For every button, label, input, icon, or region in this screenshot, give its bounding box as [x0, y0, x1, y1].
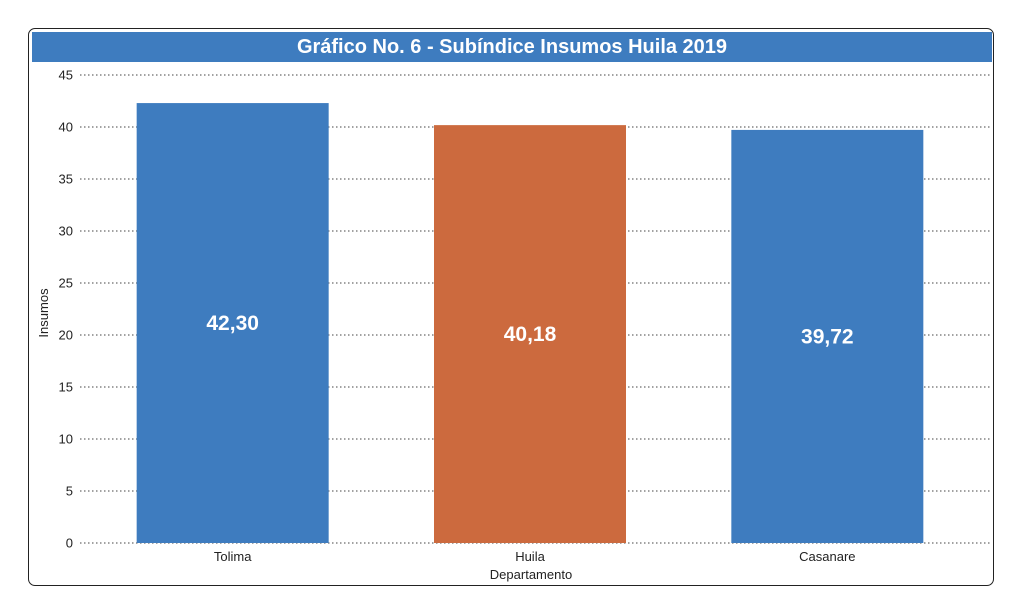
chart-title: Gráfico No. 6 - Subíndice Insumos Huila … — [32, 32, 992, 62]
y-tick-label: 10 — [59, 432, 73, 447]
y-tick-label: 45 — [59, 68, 73, 83]
bar-casanare — [731, 129, 924, 544]
bar-tolima — [136, 103, 329, 543]
data-label: 39,72 — [801, 325, 854, 348]
category-label: Casanare — [799, 549, 855, 564]
bars: 42,30 40,18 39,72 — [136, 103, 924, 544]
category-label: Tolima — [214, 549, 252, 564]
y-tick-labels: 0 5 10 15 20 25 30 35 40 45 — [59, 68, 73, 551]
y-tick-label: 0 — [66, 536, 73, 551]
y-axis-label: Insumos — [36, 288, 51, 338]
y-tick-label: 40 — [59, 120, 73, 135]
y-tick-label: 20 — [59, 328, 73, 343]
data-label: 42,30 — [206, 312, 259, 335]
bar-huila — [434, 125, 626, 544]
category-label: Huila — [515, 549, 545, 564]
data-label: 40,18 — [504, 323, 557, 346]
category-labels: Tolima Huila Casanare — [214, 549, 856, 564]
x-axis-label: Departamento — [490, 567, 572, 582]
y-tick-label: 25 — [59, 276, 73, 291]
y-tick-label: 30 — [59, 224, 73, 239]
y-tick-label: 35 — [59, 172, 73, 187]
y-tick-label: 15 — [59, 380, 73, 395]
y-tick-label: 5 — [66, 484, 73, 499]
